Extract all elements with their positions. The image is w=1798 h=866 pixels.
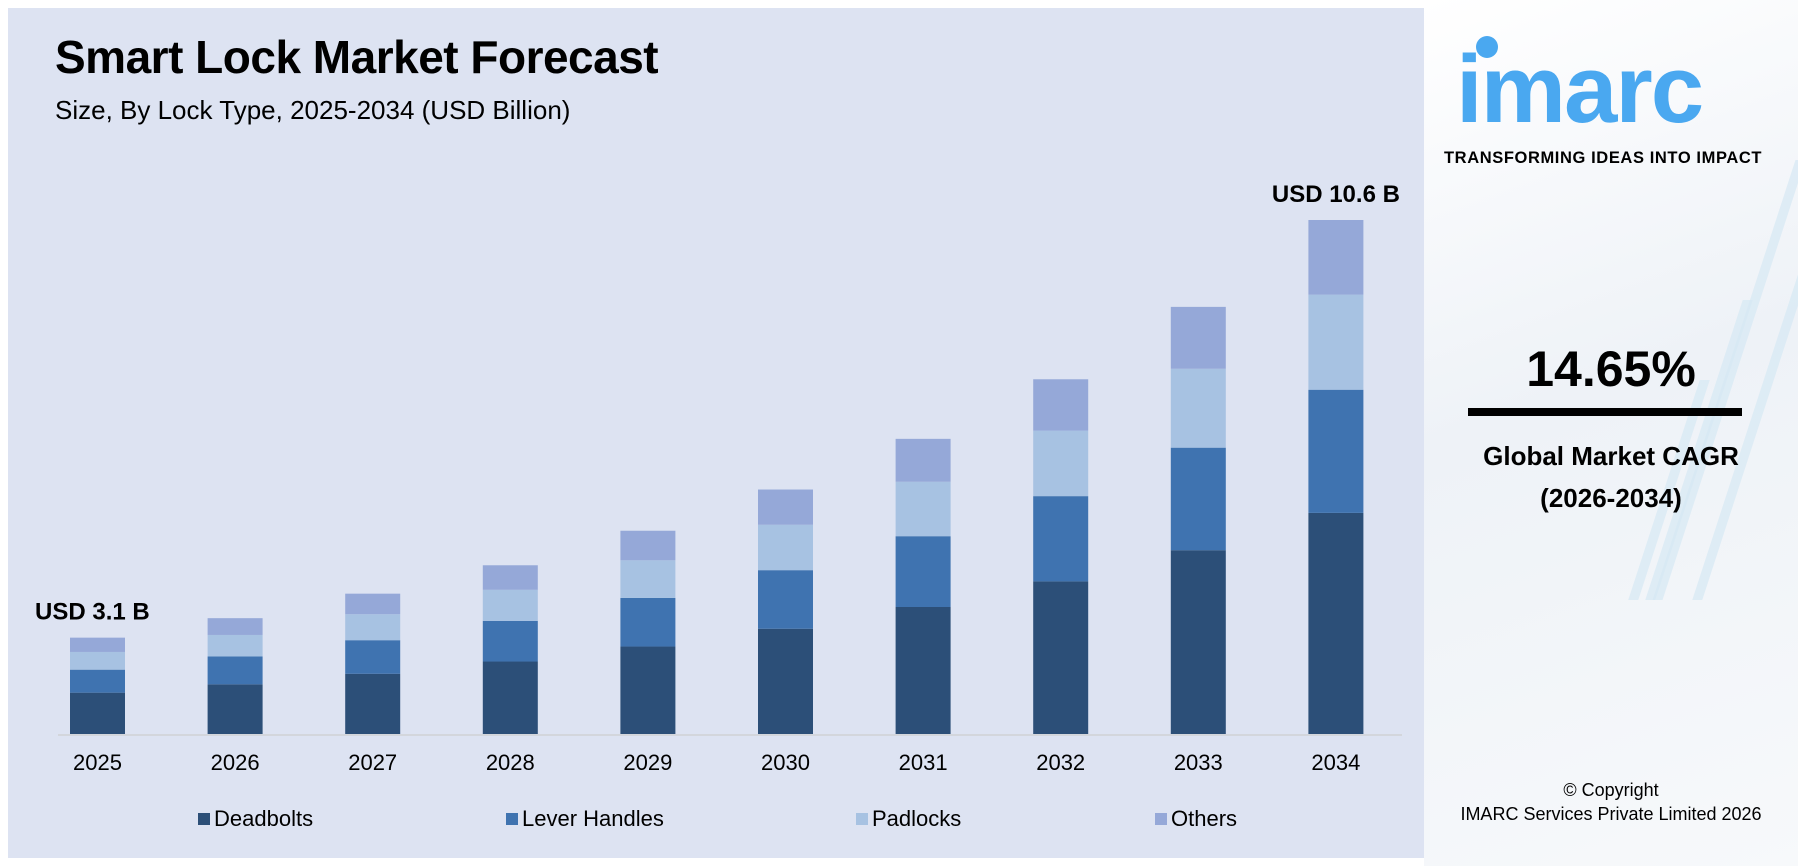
- bar-segment-deadbolts-2026: [207, 684, 263, 734]
- bar-segment-padlocks-2027: [345, 614, 401, 641]
- x-tick-label: 2028: [486, 750, 535, 775]
- bar-segment-deadbolts-2027: [345, 673, 401, 734]
- bar-segment-others-2033: [1170, 306, 1226, 369]
- bar-segment-padlocks-2028: [482, 589, 538, 621]
- chart-subtitle: Size, By Lock Type, 2025-2034 (USD Billi…: [55, 95, 571, 125]
- chart-title: Smart Lock Market Forecast: [55, 31, 659, 83]
- total-data-label: USD 3.1 B: [35, 599, 150, 626]
- legend-swatch: [856, 813, 868, 825]
- bar-segment-lever-handles-2029: [620, 597, 676, 647]
- bar-segment-padlocks-2034: [1308, 294, 1364, 390]
- x-tick-label: 2025: [73, 750, 122, 775]
- cagr-label-line2: (2026-2034): [1540, 483, 1682, 513]
- x-tick-label: 2027: [348, 750, 397, 775]
- bar-segment-others-2026: [207, 618, 263, 635]
- legend-item: Padlocks: [856, 806, 961, 832]
- legend-item: Others: [1155, 806, 1237, 832]
- cagr-divider: [1468, 408, 1742, 416]
- tagline: TRANSFORMING IDEAS INTO IMPACT: [1444, 149, 1763, 167]
- legend-label: Others: [1171, 806, 1238, 831]
- cagr-label: Global Market CAGR (2026-2034): [1424, 435, 1798, 519]
- bar-segment-lever-handles-2028: [482, 620, 538, 662]
- total-data-label: USD 10.6 B: [1272, 181, 1400, 208]
- bar-segment-lever-handles-2033: [1170, 447, 1226, 551]
- brand-panel: imarc TRANSFORMING IDEAS INTO IMPACT 14.…: [1424, 0, 1798, 866]
- x-tick-label: 2026: [211, 750, 260, 775]
- bar-segment-others-2031: [895, 438, 951, 482]
- x-tick-label: 2031: [899, 750, 948, 775]
- x-tick-label: 2034: [1311, 750, 1360, 775]
- bar-segment-padlocks-2029: [620, 560, 676, 598]
- x-tick-label: 2029: [623, 750, 672, 775]
- bar-segment-deadbolts-2031: [895, 607, 951, 734]
- legend-label: Deadbolts: [214, 806, 314, 831]
- bar-segment-lever-handles-2034: [1308, 389, 1364, 513]
- bar-segment-lever-handles-2026: [207, 656, 263, 685]
- legend-swatch: [198, 813, 210, 825]
- bar-segment-padlocks-2025: [70, 651, 125, 670]
- bar-segment-lever-handles-2025: [70, 669, 125, 693]
- bar-segment-others-2027: [345, 593, 401, 615]
- logo-dot: [1476, 36, 1498, 58]
- bar-segment-deadbolts-2032: [1033, 581, 1089, 734]
- bar-segment-padlocks-2032: [1033, 430, 1089, 497]
- legend-label: Lever Handles: [522, 806, 664, 831]
- x-tick-label: 2030: [761, 750, 810, 775]
- bar-segment-deadbolts-2025: [70, 692, 125, 734]
- legend-item: Lever Handles: [506, 806, 664, 832]
- bar-segment-deadbolts-2033: [1170, 550, 1226, 734]
- bar-segment-lever-handles-2030: [758, 570, 813, 629]
- imarc-logo: imarc: [1446, 28, 1786, 140]
- legend-swatch: [1155, 813, 1167, 825]
- cagr-value: 14.65%: [1526, 341, 1696, 397]
- stacked-bar-chart: 2025 USD 3.1 B 2026 2027 2028 2029 2030 2031 203…: [35, 181, 1402, 775]
- copyright-line2: IMARC Services Private Limited 2026: [1460, 804, 1762, 824]
- bar-segment-lever-handles-2032: [1033, 496, 1089, 582]
- bar-segment-deadbolts-2029: [620, 646, 676, 734]
- copyright: © Copyright IMARC Services Private Limit…: [1424, 778, 1798, 826]
- bar-segment-padlocks-2030: [758, 524, 813, 571]
- x-tick-label: 2032: [1036, 750, 1085, 775]
- bar-segment-lever-handles-2031: [895, 536, 951, 608]
- bar-segment-others-2028: [482, 565, 538, 590]
- legend-item: Deadbolts: [198, 806, 313, 832]
- legend-swatch: [506, 813, 518, 825]
- bar-segment-lever-handles-2027: [345, 640, 401, 674]
- bar-segment-padlocks-2031: [895, 481, 951, 537]
- bar-segment-others-2032: [1033, 379, 1089, 431]
- bar-segment-deadbolts-2028: [482, 661, 538, 734]
- bar-segment-others-2034: [1308, 220, 1364, 295]
- bar-segment-others-2025: [70, 637, 125, 652]
- bar-segment-padlocks-2026: [207, 634, 263, 657]
- bar-segment-others-2030: [758, 489, 813, 525]
- copyright-line1: © Copyright: [1563, 780, 1659, 800]
- x-tick-label: 2033: [1174, 750, 1223, 775]
- bar-segment-deadbolts-2030: [758, 628, 813, 734]
- logo-text: imarc: [1456, 36, 1704, 143]
- legend-label: Padlocks: [872, 806, 962, 831]
- cagr-label-line1: Global Market CAGR: [1483, 441, 1739, 471]
- bar-segment-others-2029: [620, 530, 676, 561]
- bar-segment-padlocks-2033: [1170, 368, 1226, 448]
- bar-segment-deadbolts-2034: [1308, 512, 1364, 734]
